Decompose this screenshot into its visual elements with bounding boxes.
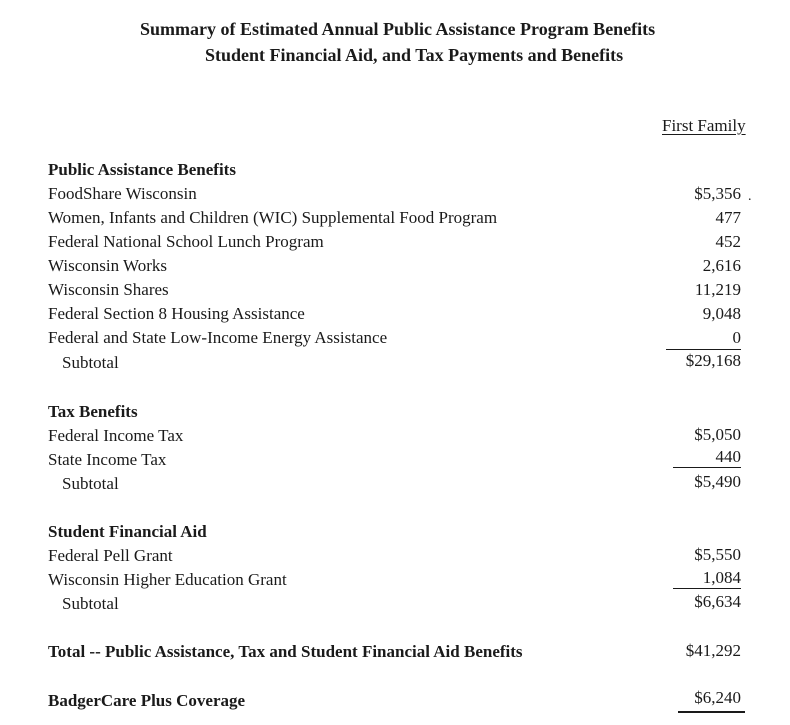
row-label-foodshare: FoodShare Wisconsin [48,184,197,203]
subtotal-amount-student-aid: $6,634 [694,592,741,611]
row-label-energy-assistance: Federal and State Low-Income Energy Assi… [48,328,388,347]
row-label-federal-income-tax: Federal Income Tax [48,426,184,445]
subtotal-rule [673,467,741,468]
total-amount: $41,292 [685,641,741,660]
row-amount-pell-grant: $5,550 [694,545,741,564]
row-amount-higher-ed-grant: 1,084 [702,568,741,587]
column-header-first-family: First Family [662,116,746,135]
row-label-pell-grant: Federal Pell Grant [48,546,173,565]
total-label: Total -- Public Assistance, Tax and Stud… [48,642,523,661]
row-label-school-lunch: Federal National School Lunch Program [48,232,324,251]
row-amount-foodshare: $5,356 [694,184,741,203]
section-heading-tax-benefits: Tax Benefits [48,402,138,421]
row-amount-wic: 477 [715,208,742,227]
row-amount-state-income-tax: 440 [715,447,742,466]
badgercare-underline [678,711,745,713]
row-amount-school-lunch: 452 [715,232,742,251]
stray-dot: . [748,189,752,204]
title-line-1: Summary of Estimated Annual Public Assis… [140,19,656,39]
row-label-wisconsin-shares: Wisconsin Shares [48,280,169,299]
row-label-wisconsin-works: Wisconsin Works [48,256,167,275]
row-amount-federal-income-tax: $5,050 [694,425,741,444]
subtotal-label-student-aid: Subtotal [62,594,119,613]
row-amount-wisconsin-works: 2,616 [702,256,741,275]
row-amount-energy-assistance: 0 [732,328,742,347]
row-label-state-income-tax: State Income Tax [48,450,167,469]
subtotal-amount-public-assistance: $29,168 [685,351,741,370]
subtotal-label-tax-benefits: Subtotal [62,474,119,493]
section-heading-public-assistance: Public Assistance Benefits [48,160,236,179]
subtotal-rule [666,349,741,350]
row-label-section-8: Federal Section 8 Housing Assistance [48,304,305,323]
title-line-2: Student Financial Aid, and Tax Payments … [205,45,624,65]
badgercare-label: BadgerCare Plus Coverage [48,691,246,710]
section-heading-student-aid: Student Financial Aid [48,522,207,541]
row-label-wic: Women, Infants and Children (WIC) Supple… [48,208,498,227]
subtotal-amount-tax-benefits: $5,490 [694,472,741,491]
subtotal-label-public-assistance: Subtotal [62,353,119,372]
subtotal-rule [673,588,741,589]
row-amount-section-8: 9,048 [702,304,741,323]
row-label-higher-ed-grant: Wisconsin Higher Education Grant [48,570,287,589]
row-amount-wisconsin-shares: 11,219 [694,280,741,299]
badgercare-amount: $6,240 [694,688,741,707]
